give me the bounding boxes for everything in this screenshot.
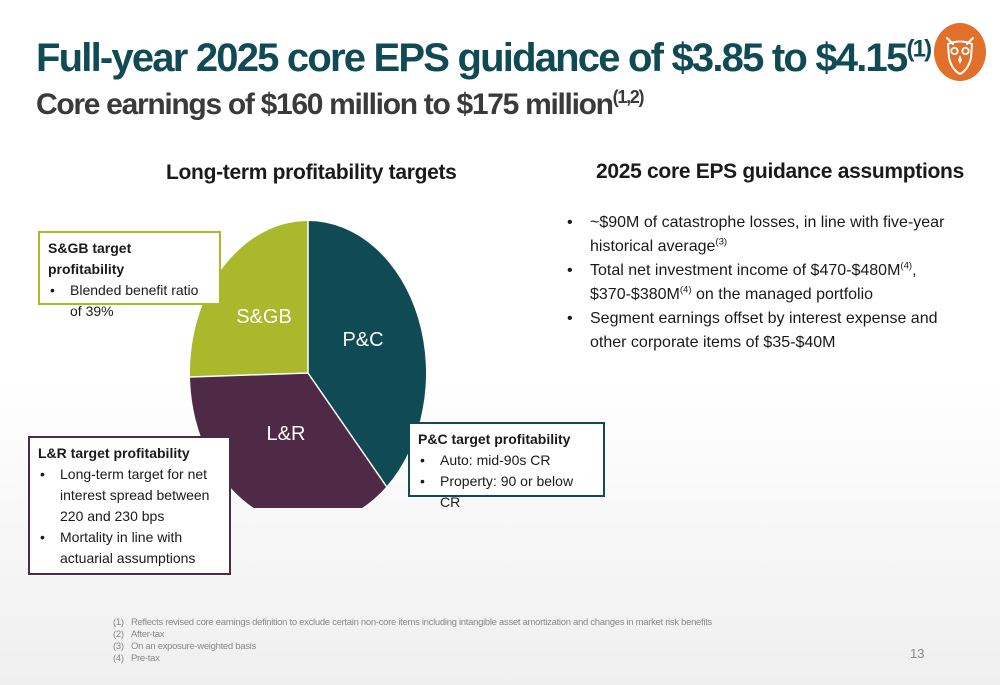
segment-pie-chart: P&C L&R S&GB (189, 220, 427, 508)
footnote-text: After-tax (131, 629, 165, 640)
assumption-text: Total net investment income of $470-$480… (590, 262, 901, 279)
lr-callout-item: Mortality in line with actuarial assumpt… (38, 527, 221, 569)
pie-slice-lr (190, 373, 387, 508)
lr-callout-title: L&R target profitability (38, 445, 190, 461)
footnote-ref: (4) (900, 260, 913, 272)
assumption-text: , $370-$380M (590, 262, 917, 303)
footnote-ref: (4) (679, 284, 692, 296)
pc-callout-list: Auto: mid-90s CR Property: 90 or below C… (418, 450, 595, 513)
assumption-text: Segment earnings offset by interest expe… (590, 310, 938, 351)
footnote-number: (2) (113, 629, 124, 640)
footnote-text: Reflects revised core earnings definitio… (131, 617, 712, 628)
pie-label-sgb: S&GB (236, 306, 292, 328)
slide-title: Full-year 2025 core EPS guidance of $3.8… (36, 35, 932, 81)
assumption-item-catastrophe-losses: ~$90M of catastrophe losses, in line wit… (565, 211, 955, 259)
assumption-text: ~$90M of catastrophe losses, in line wit… (590, 214, 945, 255)
slide-subtitle-text: Core earnings of $160 million to $175 mi… (36, 88, 614, 121)
lr-callout-list: Long-term target for net interest spread… (38, 464, 221, 569)
subtitle-footnote-ref: (1,2) (612, 87, 645, 107)
footnotes: (1) Reflects revised core earnings defini… (113, 617, 712, 665)
pc-callout-item: Auto: mid-90s CR (418, 450, 595, 471)
footnote-number: (4) (113, 653, 124, 664)
sgb-callout-title: S&GB target profitability (48, 240, 132, 277)
lr-callout: L&R target profitability Long-term targe… (28, 436, 231, 575)
assumption-item-investment-income: Total net investment income of $470-$480… (565, 259, 955, 307)
footnote-text: Pre-tax (131, 653, 160, 664)
pie-label-lr: L&R (267, 423, 306, 445)
guidance-assumptions-heading: 2025 core EPS guidance assumptions (596, 160, 964, 183)
profitability-targets-heading: Long-term profitability targets (166, 161, 457, 184)
guidance-assumptions-list: ~$90M of catastrophe losses, in line wit… (565, 211, 955, 355)
title-footnote-ref: (1) (906, 35, 932, 63)
pc-callout: P&C target profitability Auto: mid-90s C… (408, 422, 605, 510)
assumption-text: on the managed portfolio (691, 286, 874, 303)
footnote: (2) After-tax (113, 629, 712, 641)
footnote: (3) On an exposure-weighted basis (113, 641, 712, 653)
sgb-callout-list: Blended benefit ratio of 39% (48, 280, 211, 322)
assumption-item-segment-earnings: Segment earnings offset by interest expe… (565, 307, 955, 355)
sgb-callout: S&GB target profitability Blended benefi… (38, 231, 221, 319)
footnote-ref: (3) (715, 236, 728, 248)
owl-logo-icon (934, 23, 986, 81)
footnote: (4) Pre-tax (113, 653, 712, 665)
footnote: (1) Reflects revised core earnings defini… (113, 617, 712, 629)
footnote-text: On an exposure-weighted basis (131, 641, 256, 652)
slide-title-text: Full-year 2025 core EPS guidance of $3.8… (36, 36, 908, 80)
pc-callout-item: Property: 90 or below CR (418, 471, 595, 513)
pie-slice-sgb (189, 220, 308, 377)
footnote-number: (3) (113, 641, 124, 652)
pc-callout-title: P&C target profitability (418, 431, 571, 447)
lr-callout-item: Long-term target for net interest spread… (38, 464, 221, 527)
page-number: 13 (910, 646, 925, 661)
pie-label-pc: P&C (342, 329, 383, 351)
slide-subtitle: Core earnings of $160 million to $175 mi… (36, 87, 645, 122)
pie-slice-pc (308, 221, 427, 487)
sgb-callout-item: Blended benefit ratio of 39% (48, 280, 211, 322)
footnote-number: (1) (113, 617, 124, 628)
